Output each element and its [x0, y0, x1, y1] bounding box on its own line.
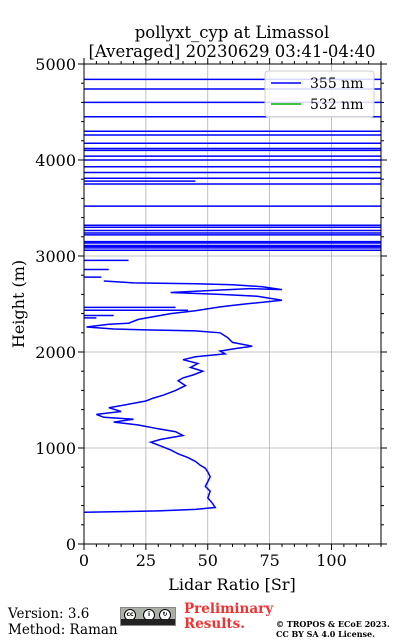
- x-tick-label: 0: [79, 551, 89, 570]
- plot-lines: [84, 78, 381, 514]
- grid: [83, 63, 381, 545]
- lidar-ratio-chart: pollyxt_cyp at Limassol [Averaged] 20230…: [9, 23, 387, 594]
- plot-frame: [83, 63, 382, 545]
- x-tick-label: 100: [316, 551, 347, 570]
- y-tick-label: 4000: [35, 151, 76, 170]
- chart-title-line2: [Averaged] 20230629 03:41-04:40: [89, 42, 376, 61]
- legend-label-355: 355 nm: [310, 76, 363, 92]
- copyright-notice: © TROPOS & ECoE 2023. CC BY SA 4.0 Licen…: [276, 619, 390, 639]
- y-tick-label: 5000: [35, 55, 76, 74]
- preliminary-line1: Preliminary: [184, 601, 274, 617]
- preliminary-notice: Preliminary Results.: [184, 602, 273, 632]
- legend-label-532: 532 nm: [310, 97, 363, 113]
- copyright-line1: © TROPOS & ECoE 2023.: [276, 619, 390, 629]
- cc-badge-strip: [121, 619, 175, 625]
- y-tick-label: 2000: [35, 343, 76, 362]
- x-tick-label: 25: [136, 551, 156, 570]
- x-axis-label: Lidar Ratio [Sr]: [168, 575, 296, 594]
- cc-by-sa-icon: cc i ↻: [120, 607, 176, 626]
- y-tick-label: 3000: [35, 247, 76, 266]
- chart-title-line1: pollyxt_cyp at Limassol: [135, 23, 330, 42]
- footer-info: Version: 3.6 Method: Raman: [8, 606, 118, 638]
- preliminary-line2: Results.: [184, 616, 245, 632]
- version-text: Version: 3.6: [8, 606, 90, 622]
- x-tick-label: 50: [198, 551, 218, 570]
- x-tick-label: 75: [259, 551, 279, 570]
- y-axis-label: Height (m): [9, 260, 28, 348]
- y-tick-label: 1000: [35, 439, 76, 458]
- legend: 355 nm 532 nm: [264, 70, 375, 118]
- copyright-line2: CC BY SA 4.0 License.: [276, 629, 375, 639]
- method-text: Method: Raman: [8, 622, 118, 638]
- y-tick-label: 0: [66, 535, 76, 554]
- series-line-355-nm: [84, 280, 283, 514]
